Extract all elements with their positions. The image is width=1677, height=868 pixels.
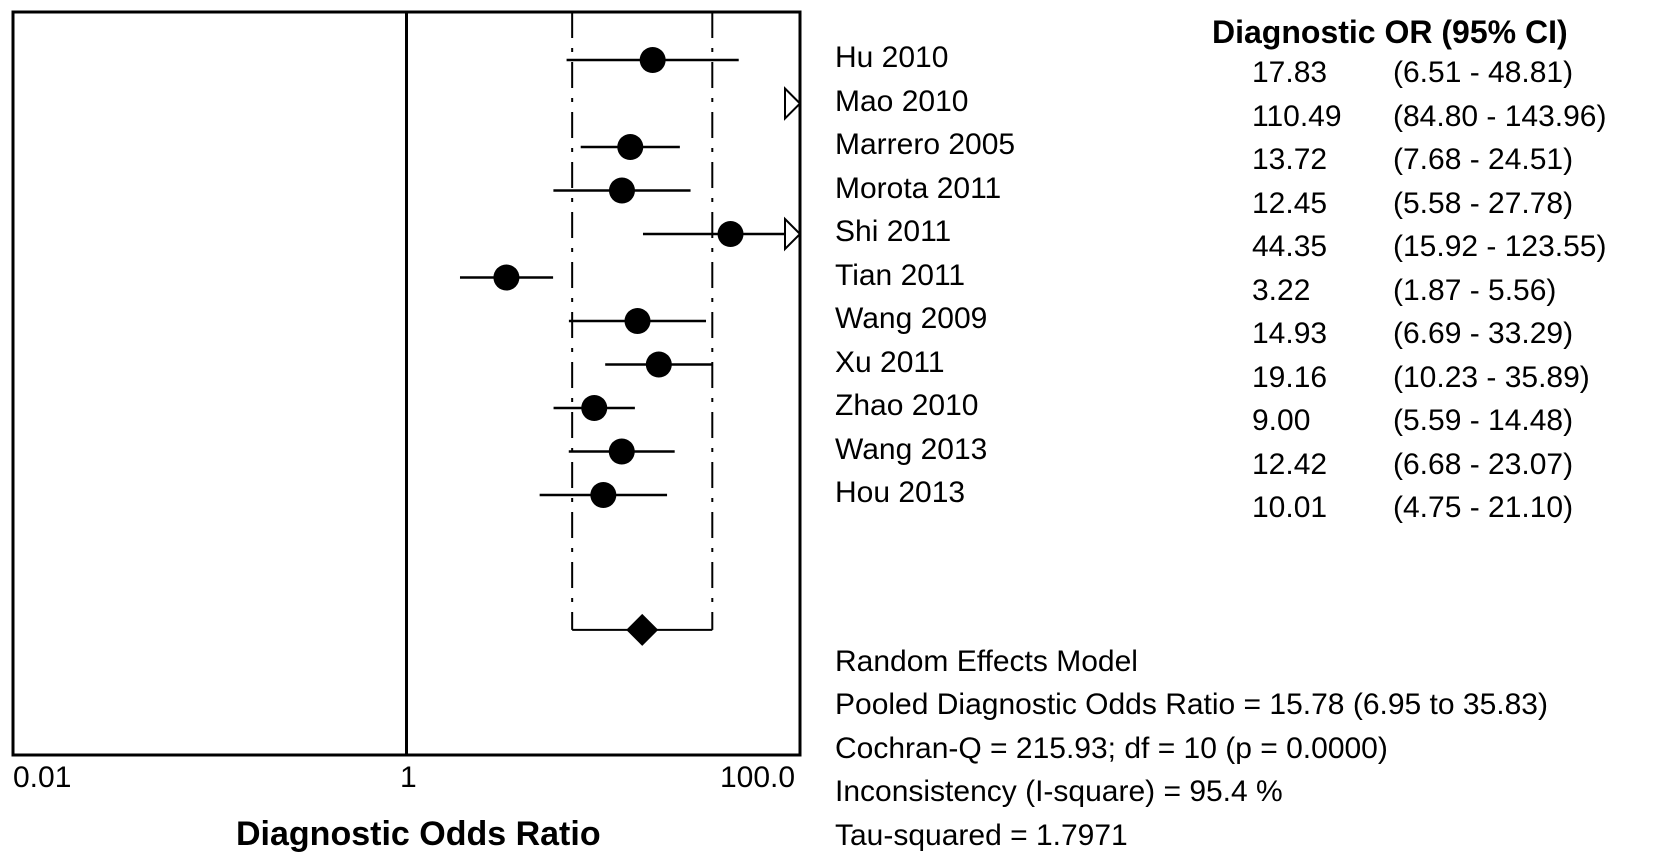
- study-or-value: 9.00: [1252, 404, 1311, 437]
- pooled-or-text: Pooled Diagnostic Odds Ratio = 15.78 (6.…: [835, 688, 1548, 721]
- study-ci-value: (6.51 - 48.81): [1393, 56, 1574, 89]
- point-estimate: [608, 177, 635, 204]
- study-row-mark: [580, 134, 680, 160]
- study-name: Xu 2011: [835, 345, 945, 379]
- study-marks: [459, 47, 802, 646]
- study-row-mark: [459, 264, 554, 291]
- cochran-q-text: Cochran-Q = 215.93; df = 10 (p = 0.0000): [835, 732, 1388, 765]
- study-ci-value: (4.75 - 21.10): [1393, 491, 1574, 524]
- study-or-value: 10.01: [1252, 491, 1328, 524]
- study-ci-value: (5.59 - 14.48): [1393, 404, 1574, 437]
- study-name: Mao 2010: [835, 84, 969, 118]
- x-tick-label: 100.0: [720, 761, 796, 794]
- study-or-value: 12.42: [1252, 447, 1328, 481]
- study-ci-value: (7.68 - 24.51): [1393, 143, 1574, 176]
- study-or-value: 44.35: [1252, 230, 1328, 263]
- study-name: Shi 2011: [835, 215, 952, 248]
- study-or-value: 12.45: [1252, 186, 1328, 220]
- off-scale-arrow: [784, 216, 802, 252]
- study-ci-value: (15.92 - 123.55): [1393, 230, 1607, 263]
- x-tick-label: 0.01: [13, 761, 72, 794]
- study-name: Wang 2013: [835, 432, 988, 466]
- study-row-mark: [539, 482, 668, 508]
- inconsistency-text: Inconsistency (I-square) = 95.4 %: [835, 775, 1283, 808]
- study-ci-value: (1.87 - 5.56): [1393, 273, 1557, 307]
- study-row-mark: [553, 395, 635, 421]
- study-row-mark: [568, 438, 675, 465]
- point-estimate: [493, 264, 520, 291]
- point-estimate: [617, 134, 644, 160]
- off-scale-arrow: [784, 86, 802, 121]
- study-or-value: 3.22: [1252, 273, 1311, 307]
- study-ci-value: (6.69 - 33.29): [1393, 317, 1574, 350]
- study-ci-value: (84.80 - 143.96): [1393, 99, 1607, 133]
- study-row-mark: [605, 351, 713, 378]
- point-estimate: [624, 308, 651, 334]
- study-name: Hou 2013: [835, 476, 966, 509]
- point-estimate: [717, 221, 744, 247]
- study-row-mark: [642, 216, 802, 252]
- point-estimate: [581, 395, 608, 421]
- study-or-value: 110.49: [1252, 99, 1342, 133]
- study-row-mark: [566, 47, 739, 73]
- study-or-value: 17.83: [1252, 56, 1328, 89]
- study-name: Morota 2011: [835, 171, 1002, 205]
- x-axis-title: Diagnostic Odds Ratio: [236, 815, 601, 853]
- study-name: Zhao 2010: [835, 389, 979, 422]
- study-row-mark: [553, 177, 691, 204]
- model-label: Random Effects Model: [835, 645, 1138, 678]
- or-column-header: Diagnostic OR (95% CI): [1212, 14, 1568, 50]
- study-or-value: 14.93: [1252, 317, 1328, 350]
- study-name: Marrero 2005: [835, 128, 1016, 161]
- study-ci-value: (6.68 - 23.07): [1393, 447, 1574, 481]
- point-estimate: [645, 351, 672, 378]
- study-row-mark: [784, 86, 802, 121]
- study-ci-value: (5.58 - 27.78): [1393, 186, 1574, 220]
- point-estimate: [608, 438, 635, 465]
- point-estimate: [639, 47, 666, 73]
- study-name: Tian 2011: [835, 258, 966, 292]
- pooled-diamond: [626, 613, 659, 646]
- study-or-value: 13.72: [1252, 143, 1328, 176]
- tau-squared-text: Tau-squared = 1.7971: [835, 819, 1128, 852]
- study-or-value: 19.16: [1252, 360, 1328, 394]
- x-tick-label: 1: [400, 761, 417, 794]
- study-name: Wang 2009: [835, 302, 988, 335]
- study-row-mark: [568, 308, 707, 334]
- study-ci-value: (10.23 - 35.89): [1393, 360, 1590, 394]
- study-name: Hu 2010: [835, 41, 949, 74]
- point-estimate: [590, 482, 617, 508]
